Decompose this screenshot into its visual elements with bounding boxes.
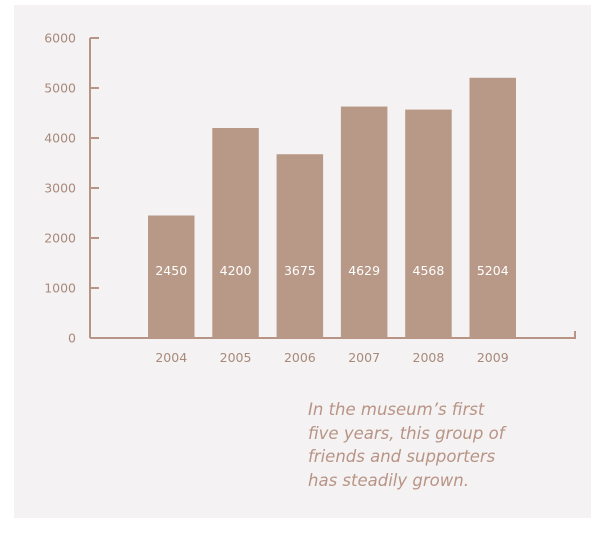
y-tick-label: 1000 [44,281,76,296]
y-tick-label: 5000 [44,81,76,96]
bar-value-label: 4568 [413,263,445,278]
bar-value-label: 2450 [155,263,187,278]
y-tick-label: 3000 [44,181,76,196]
y-axis-ticks: 0 1000 2000 3000 4000 5000 6000 [44,31,99,346]
bar-series [148,77,516,339]
bar-value-label: 5204 [477,263,509,278]
x-tick-label: 2006 [284,350,316,365]
bar-2009 [469,77,516,339]
bar-2004 [148,215,195,338]
x-tick-label: 2005 [220,350,252,365]
x-axis-labels: 2004 2005 2006 2007 2008 2009 [155,350,508,365]
bar-value-labels: 2450 4200 3675 4629 4568 5204 [155,263,508,278]
caption-line: In the museum’s first [308,400,485,419]
bar-2005 [212,128,259,338]
x-tick-label: 2009 [477,350,509,365]
caption-line: friends and supporters [308,447,496,466]
y-tick-label: 2000 [44,231,76,246]
y-tick-label: 0 [68,331,76,346]
bar-2007 [340,106,388,338]
chart-caption: In the museum’s first five years, this g… [308,398,548,492]
bar-value-label: 4629 [348,263,380,278]
bar-value-label: 3675 [284,263,316,278]
bar-2008 [405,109,452,338]
x-tick-label: 2004 [155,350,187,365]
x-tick-label: 2008 [413,350,445,365]
x-tick-label: 2007 [348,350,380,365]
bar-value-label: 4200 [220,263,252,278]
caption-line: five years, this group of [308,423,505,443]
y-tick-label: 6000 [44,31,76,46]
caption-line: has steadily grown. [308,470,469,490]
bar-2006 [276,154,324,338]
y-tick-label: 4000 [44,131,76,146]
